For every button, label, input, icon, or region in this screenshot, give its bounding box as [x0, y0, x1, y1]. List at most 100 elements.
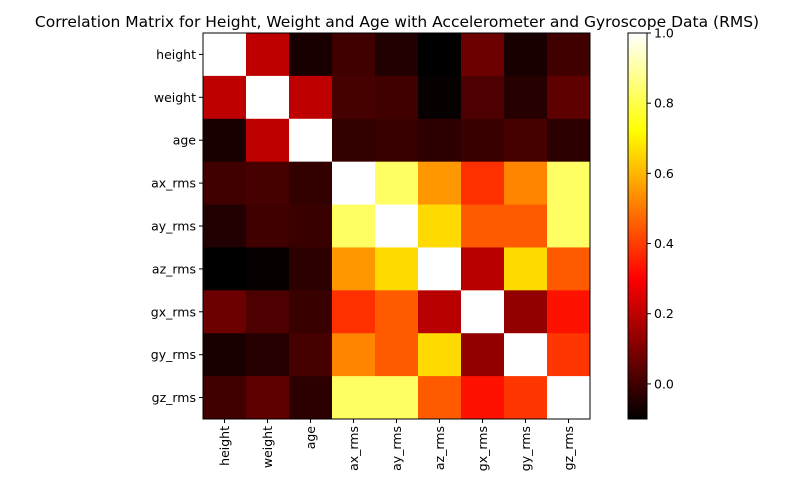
heatmap-cell-age-az_rms	[418, 118, 462, 163]
x-axis-ticks: height weight age ax_rms ay_rms az_rms gx_rms g…	[217, 419, 576, 471]
heatmap-cell-ax_rms-gz_rms	[547, 161, 591, 205]
heatmap-cell-weight-az_rms	[418, 75, 462, 120]
heatmap-cell-ay_rms-weight	[246, 204, 290, 248]
heatmap-cell-gy_rms-ay_rms	[375, 333, 419, 377]
heatmap-cell-age-gx_rms	[461, 118, 505, 163]
colorbar-tick-label: 0.6	[654, 166, 674, 181]
y-tick-label: gy_rms	[151, 347, 196, 362]
x-tick-label: gz_rms	[561, 426, 576, 470]
y-tick-label: ay_rms	[151, 219, 196, 234]
heatmap-cell-az_rms-gy_rms	[504, 247, 548, 291]
heatmap-cell-ax_rms-gx_rms	[461, 161, 505, 205]
y-axis-ticks: height weight age ax_rms ay_rms az_rms gx_rmsg…	[151, 47, 203, 405]
heatmap-cell-az_rms-gz_rms	[547, 247, 591, 291]
x-tick-label: ax_rms	[346, 426, 361, 471]
heatmap-cell-gy_rms-weight	[246, 333, 290, 377]
heatmap-cell-ax_rms-weight	[246, 161, 290, 205]
heatmap-cell-az_rms-gx_rms	[461, 247, 505, 291]
heatmap-cell-az_rms-weight	[246, 247, 290, 291]
heatmap-cells	[203, 33, 591, 420]
heatmap-cell-age-age	[289, 118, 333, 163]
y-tick-label: gx_rms	[151, 304, 196, 319]
heatmap-cell-weight-age	[289, 75, 333, 120]
x-tick-label: age	[303, 426, 318, 450]
x-tick-label: az_rms	[432, 426, 447, 470]
heatmap-cell-ay_rms-height	[203, 204, 247, 248]
heatmap-cell-gz_rms-weight	[246, 376, 290, 420]
heatmap-cell-ax_rms-gy_rms	[504, 161, 548, 205]
heatmap-cell-age-ay_rms	[375, 118, 419, 163]
heatmap-cell-weight-ay_rms	[375, 75, 419, 120]
heatmap-cell-age-height	[203, 118, 247, 163]
heatmap-cell-gx_rms-age	[289, 290, 333, 334]
heatmap-cell-ay_rms-ay_rms	[375, 204, 419, 248]
heatmap-cell-gy_rms-gz_rms	[547, 333, 591, 377]
heatmap-cell-ax_rms-height	[203, 161, 247, 205]
colorbar-tick-label: 0.0	[654, 376, 674, 391]
colorbar-tick-label: 0.8	[654, 96, 674, 111]
heatmap-cell-weight-weight	[246, 75, 290, 120]
y-tick-label: az_rms	[152, 261, 196, 276]
heatmap-cell-gz_rms-ax_rms	[332, 376, 376, 420]
heatmap-cell-height-az_rms	[418, 33, 462, 77]
heatmap-cell-weight-gy_rms	[504, 75, 548, 120]
colorbar-tick-label: 0.2	[654, 306, 674, 321]
heatmap-cell-ay_rms-az_rms	[418, 204, 462, 248]
colorbar-gradient	[627, 32, 648, 420]
colorbar-ticks: 0.0 0.2 0.4 0.6 0.8 1.0	[647, 26, 674, 391]
heatmap-cell-ay_rms-gy_rms	[504, 204, 548, 248]
heatmap-cell-gx_rms-gz_rms	[547, 290, 591, 334]
plot-frame	[202, 32, 591, 420]
heatmap-cell-gx_rms-height	[203, 290, 247, 334]
heatmap-cell-gx_rms-az_rms	[418, 290, 462, 334]
heatmap-cell-gy_rms-height	[203, 333, 247, 377]
colorbar-tick-label: 1.0	[654, 26, 674, 41]
heatmap-cell-ay_rms-age	[289, 204, 333, 248]
heatmap-cell-height-gy_rms	[504, 33, 548, 77]
heatmap-cell-az_rms-az_rms	[418, 247, 462, 291]
heatmap-cell-height-ay_rms	[375, 33, 419, 77]
heatmap-cell-gz_rms-ay_rms	[375, 376, 419, 420]
y-tick-label: height	[156, 47, 196, 62]
heatmap-cell-gx_rms-gx_rms	[461, 290, 505, 334]
x-tick-label: height	[217, 426, 232, 466]
heatmap-cell-age-weight	[246, 118, 290, 163]
y-tick-label: ax_rms	[151, 176, 196, 191]
heatmap-cell-az_rms-ax_rms	[332, 247, 376, 291]
heatmap-cell-ay_rms-ax_rms	[332, 204, 376, 248]
heatmap-cell-gy_rms-age	[289, 333, 333, 377]
heatmap-cell-ay_rms-gx_rms	[461, 204, 505, 248]
heatmap-cell-gy_rms-ax_rms	[332, 333, 376, 377]
x-tick-label: gx_rms	[475, 426, 490, 471]
heatmap-cell-ax_rms-ay_rms	[375, 161, 419, 205]
heatmap-cell-height-gz_rms	[547, 33, 591, 77]
heatmap-cell-az_rms-ay_rms	[375, 247, 419, 291]
heatmap-cell-gz_rms-az_rms	[418, 376, 462, 420]
heatmap-cell-ax_rms-age	[289, 161, 333, 205]
heatmap-cell-weight-gz_rms	[547, 75, 591, 120]
heatmap-cell-az_rms-age	[289, 247, 333, 291]
heatmap-cell-age-gy_rms	[504, 118, 548, 163]
x-tick-label: ay_rms	[389, 426, 404, 471]
heatmap-cell-ay_rms-gz_rms	[547, 204, 591, 248]
heatmap-cell-gy_rms-az_rms	[418, 333, 462, 377]
x-tick-label: weight	[260, 426, 275, 468]
heatmap-cell-gz_rms-height	[203, 376, 247, 420]
y-tick-label: age	[173, 133, 197, 148]
x-tick-label: gy_rms	[518, 426, 533, 471]
colorbar-tick-label: 0.4	[654, 236, 674, 251]
heatmap-cell-gz_rms-age	[289, 376, 333, 420]
heatmap-cell-ax_rms-az_rms	[418, 161, 462, 205]
heatmap-cell-gx_rms-gy_rms	[504, 290, 548, 334]
colorbar: 0.0 0.2 0.4 0.6 0.8 1.0	[627, 26, 674, 420]
heatmap-cell-height-gx_rms	[461, 33, 505, 77]
heatmap-cell-gz_rms-gz_rms	[547, 376, 591, 420]
heatmap-cell-weight-gx_rms	[461, 75, 505, 120]
heatmap-cell-gy_rms-gy_rms	[504, 333, 548, 377]
heatmap-cell-height-weight	[246, 33, 290, 77]
heatmap-cell-gx_rms-weight	[246, 290, 290, 334]
heatmap-cell-age-ax_rms	[332, 118, 376, 163]
y-tick-label: gz_rms	[152, 390, 196, 405]
y-tick-label: weight	[154, 90, 196, 105]
